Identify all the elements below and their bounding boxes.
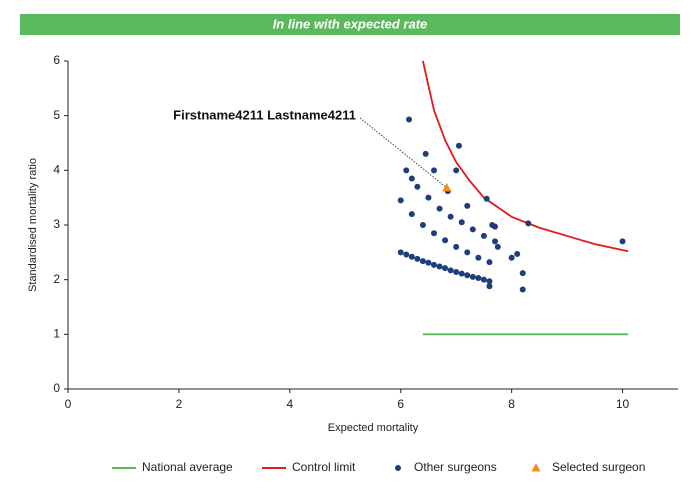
y-axis-label: Standardised mortality ratio [27, 158, 39, 292]
point [425, 259, 432, 266]
point [469, 226, 476, 233]
point [419, 222, 426, 228]
annotation: Firstname4211 Lastname4211 [173, 107, 356, 122]
legend-label: Control limit [292, 460, 356, 474]
legend-swatch [395, 465, 401, 471]
banner-text: In line with expected rate [273, 16, 428, 31]
point [414, 255, 421, 262]
x-tick-label: 10 [616, 397, 630, 411]
point [486, 283, 493, 290]
point [475, 275, 482, 282]
y-tick-label: 2 [53, 272, 60, 286]
point [442, 237, 449, 244]
point [486, 278, 493, 285]
point [422, 150, 429, 157]
point [403, 167, 410, 174]
legend-label: Other surgeons [414, 460, 497, 474]
point [406, 116, 413, 123]
point [483, 195, 490, 202]
point [442, 265, 449, 272]
point [436, 205, 443, 212]
point [408, 253, 415, 260]
point [519, 270, 526, 277]
point [447, 213, 454, 220]
x-tick-label: 6 [397, 397, 404, 411]
point [425, 194, 432, 201]
x-tick-label: 8 [508, 397, 515, 411]
x-tick-label: 4 [286, 397, 293, 411]
point [492, 238, 498, 245]
point [464, 249, 471, 256]
x-axis-label: Expected mortality [328, 422, 419, 434]
banner [20, 14, 680, 35]
point [453, 243, 460, 250]
point [486, 259, 493, 266]
y-tick-label: 0 [53, 381, 60, 395]
legend-swatch [531, 463, 541, 472]
point [419, 258, 426, 265]
selected-point [442, 182, 452, 192]
point [431, 230, 437, 237]
point [455, 142, 462, 149]
point [403, 251, 410, 258]
y-tick-label: 3 [53, 217, 60, 231]
point [519, 286, 526, 293]
point [480, 276, 487, 283]
point [414, 183, 421, 190]
point [436, 263, 443, 270]
point [508, 254, 515, 261]
point [458, 219, 465, 226]
point [492, 223, 498, 230]
point [464, 272, 471, 279]
point [408, 211, 415, 218]
point [431, 167, 437, 174]
point [514, 250, 521, 257]
annotation-leader [359, 117, 448, 189]
point [475, 254, 482, 261]
point [525, 220, 532, 227]
point [447, 267, 454, 274]
y-tick-label: 1 [53, 327, 60, 341]
legend-label: National average [142, 460, 233, 474]
point [453, 269, 460, 276]
point [453, 167, 460, 174]
x-tick-label: 0 [65, 397, 72, 411]
point [480, 232, 487, 239]
point [431, 261, 437, 268]
point [458, 270, 465, 277]
y-tick-label: 6 [53, 53, 60, 67]
point [469, 273, 476, 280]
point [408, 175, 415, 182]
point [397, 249, 404, 256]
point [494, 243, 501, 250]
point [619, 238, 626, 245]
legend-label: Selected surgeon [552, 460, 645, 474]
x-tick-label: 2 [176, 397, 183, 411]
y-tick-label: 5 [53, 108, 60, 122]
point [464, 202, 471, 209]
y-tick-label: 4 [53, 163, 60, 177]
point [397, 197, 404, 204]
